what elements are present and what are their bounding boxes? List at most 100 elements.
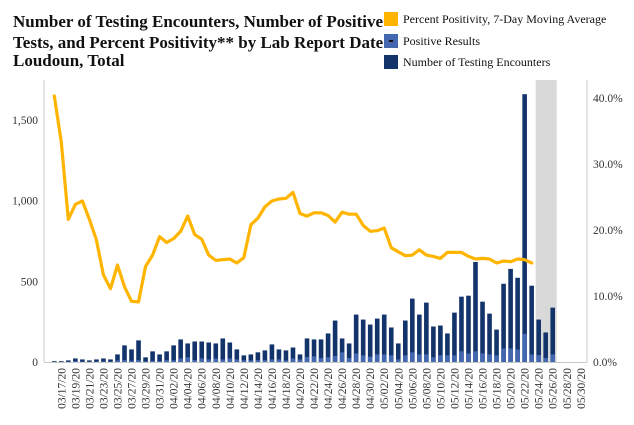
bar-positive-results (346, 357, 352, 362)
bar-positive-results (494, 355, 499, 362)
bar-positive-results (227, 358, 233, 362)
bar-positive-results (311, 356, 317, 362)
bar-testing-encounters (87, 360, 92, 362)
x-tick-label: 05/06/20 (407, 368, 419, 409)
legend-label-percent-positivity: Percent Positivity, 7-Day Moving Average (403, 12, 606, 26)
bar-positive-results (220, 359, 226, 362)
chart-title: Number of Testing Encounters, Number of … (13, 12, 384, 70)
bar-testing-encounters (220, 338, 226, 362)
x-tick-label: 05/02/20 (379, 368, 391, 409)
bar-positive-results (192, 360, 197, 362)
bar-positive-results (150, 360, 155, 362)
bar-positive-results (367, 356, 373, 362)
bar-testing-encounters (192, 341, 197, 362)
x-tick-label: 05/20/20 (506, 368, 518, 409)
bar-testing-encounters (508, 268, 513, 362)
bar-testing-encounters (157, 354, 162, 362)
bar-testing-encounters (346, 343, 352, 362)
bar-testing-encounters (52, 361, 57, 362)
bar-testing-encounters (269, 344, 275, 362)
x-tick-label: 03/25/20 (112, 368, 124, 409)
bar-testing-encounters (318, 339, 324, 362)
bar-testing-encounters (360, 319, 366, 362)
bar-positive-results (262, 360, 268, 362)
bar-positive-results (206, 359, 212, 362)
bar-positive-results (374, 354, 380, 362)
bar-testing-encounters (164, 351, 169, 362)
bar-testing-encounters (248, 354, 254, 362)
bar-testing-encounters (466, 295, 471, 362)
bar-testing-encounters (367, 324, 373, 362)
bar-positive-results (445, 355, 450, 362)
bar-positive-results (304, 356, 310, 362)
bar-testing-encounters (311, 339, 317, 362)
x-tick-label: 05/10/20 (435, 368, 447, 409)
bar-testing-encounters (325, 333, 331, 362)
bar-testing-encounters (108, 359, 113, 362)
x-tick-label: 03/29/20 (141, 368, 153, 409)
bar-positive-results (360, 355, 366, 362)
bar-testing-encounters (473, 261, 478, 362)
bar-positive-results (543, 357, 548, 362)
line-percent-positivity (52, 94, 534, 304)
bar-positive-results (283, 360, 289, 362)
legend-swatch-testing-encounters (384, 55, 398, 69)
bar-testing-encounters (438, 325, 443, 362)
bar-testing-encounters (185, 343, 190, 362)
bar-testing-encounters (403, 320, 408, 362)
bar-positive-results (255, 360, 261, 362)
title-line-3: Loudoun, Total (13, 51, 125, 70)
bar-testing-encounters (388, 327, 394, 362)
bar-positive-results (234, 359, 240, 362)
bar-positive-results (339, 352, 345, 362)
bar-positive-results (73, 361, 78, 362)
bar-testing-encounters (522, 94, 527, 362)
y-right-tick-label: 40.0% (593, 93, 623, 105)
bar-testing-encounters (501, 283, 506, 362)
bar-testing-encounters (417, 314, 422, 362)
bar-testing-encounters (381, 314, 387, 362)
bar-positive-results (473, 351, 478, 362)
bar-positive-results (438, 355, 443, 362)
x-tick-label: 04/14/20 (253, 368, 265, 409)
x-tick-label: 04/10/20 (225, 368, 237, 409)
bar-positive-results (143, 361, 148, 362)
x-tick-label: 04/04/20 (183, 368, 195, 409)
bar-positive-results (550, 354, 556, 362)
bar-positive-results (241, 360, 247, 362)
x-tick-label: 05/30/20 (576, 368, 588, 409)
bar-testing-encounters (206, 342, 212, 362)
bar-testing-encounters (353, 314, 359, 362)
bar-testing-encounters (459, 296, 464, 362)
bar-positive-results (501, 348, 506, 362)
bar-positive-results (529, 354, 534, 362)
bar-positive-results (136, 360, 141, 362)
bar-positive-results (101, 361, 106, 362)
x-tick-label: 03/31/20 (155, 368, 167, 409)
bar-testing-encounters (332, 320, 338, 362)
x-tick-label: 03/17/20 (56, 368, 68, 409)
bar-testing-encounters (122, 345, 127, 362)
bar-positive-results (452, 355, 457, 362)
bar-testing-encounters (445, 333, 450, 362)
bar-positive-results (424, 354, 429, 362)
bar-testing-encounters (550, 307, 556, 362)
y-right-tick-label: 20.0% (593, 225, 623, 237)
x-tick-label: 05/22/20 (520, 368, 532, 409)
bar-positive-results (508, 348, 513, 362)
incomplete-data-shade (535, 80, 557, 362)
bar-positive-results (431, 357, 436, 362)
x-tick-label: 04/22/20 (309, 368, 321, 409)
x-tick-label: 03/21/20 (84, 368, 96, 409)
bar-positive-results (353, 353, 359, 362)
bar-positive-results (290, 358, 296, 362)
bar-positive-results (332, 356, 338, 362)
bar-testing-encounters (115, 354, 120, 362)
bar-testing-encounters (66, 360, 71, 362)
bar-positive-results (276, 359, 282, 362)
bar-testing-encounters (283, 350, 289, 362)
x-tick-label: 05/14/20 (463, 368, 475, 409)
bar-positive-results (459, 351, 464, 362)
bar-testing-encounters (73, 358, 78, 362)
y-left-tick-label: 1,000 (12, 196, 38, 208)
